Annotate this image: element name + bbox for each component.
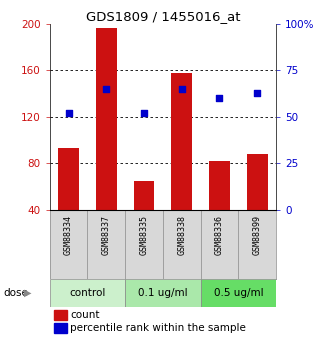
- Text: 0.1 ug/ml: 0.1 ug/ml: [138, 288, 188, 298]
- Text: GSM88336: GSM88336: [215, 215, 224, 255]
- Point: [104, 86, 109, 92]
- Text: dose: dose: [3, 288, 28, 298]
- Text: ▶: ▶: [24, 288, 31, 298]
- Text: GSM88399: GSM88399: [253, 215, 262, 255]
- Point: [179, 86, 184, 92]
- Point: [66, 110, 71, 116]
- Bar: [54, 323, 67, 333]
- Text: count: count: [70, 310, 100, 320]
- Bar: [54, 309, 67, 320]
- Bar: [58, 148, 79, 209]
- FancyBboxPatch shape: [201, 279, 276, 307]
- Point: [255, 90, 260, 96]
- Bar: [171, 73, 192, 209]
- Text: GSM88335: GSM88335: [140, 215, 149, 255]
- FancyBboxPatch shape: [50, 279, 125, 307]
- Bar: [134, 180, 154, 209]
- Text: percentile rank within the sample: percentile rank within the sample: [70, 323, 246, 333]
- Text: GSM88334: GSM88334: [64, 215, 73, 255]
- Text: control: control: [69, 288, 106, 298]
- Point: [142, 110, 147, 116]
- Title: GDS1809 / 1455016_at: GDS1809 / 1455016_at: [86, 10, 240, 23]
- Text: GSM88337: GSM88337: [102, 215, 111, 255]
- Point: [217, 96, 222, 101]
- Bar: [247, 154, 268, 209]
- Text: 0.5 ug/ml: 0.5 ug/ml: [213, 288, 263, 298]
- Bar: [209, 161, 230, 209]
- Bar: [96, 28, 117, 209]
- FancyBboxPatch shape: [125, 279, 201, 307]
- Text: GSM88338: GSM88338: [177, 215, 186, 255]
